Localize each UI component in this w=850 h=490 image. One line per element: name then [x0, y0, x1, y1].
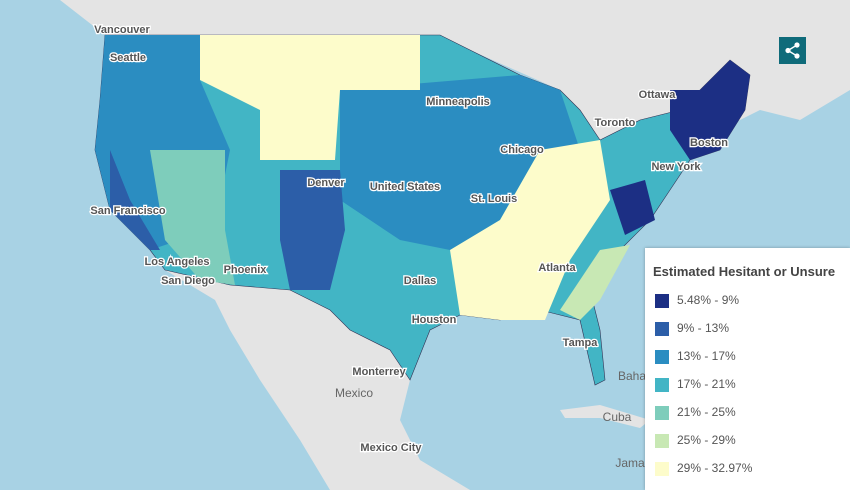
region — [110, 150, 160, 250]
legend-swatch — [655, 405, 669, 420]
legend-label: 25% - 29% — [677, 433, 736, 447]
region — [610, 180, 655, 235]
legend-item: 5.48% - 9% — [655, 292, 739, 308]
legend-label: 13% - 17% — [677, 349, 736, 363]
legend-swatch — [655, 377, 669, 392]
legend-swatch — [655, 349, 669, 364]
city-label: Boston — [690, 137, 728, 149]
country-label: Baha — [618, 369, 646, 383]
country-label: Jama — [615, 456, 645, 470]
city-label: Minneapolis — [426, 96, 490, 108]
legend-item: 21% - 25% — [655, 404, 736, 420]
city-label: Dallas — [404, 275, 436, 287]
city-label: Houston — [412, 314, 457, 326]
legend-item: 17% - 21% — [655, 376, 736, 392]
cuba-land — [560, 405, 650, 428]
legend-title: Estimated Hesitant or Unsure — [653, 264, 836, 279]
region — [340, 75, 580, 250]
city-label: Vancouver — [94, 24, 150, 36]
city-label: St. Louis — [471, 193, 517, 205]
legend-label: 9% - 13% — [677, 321, 730, 335]
legend: Estimated Hesitant or Unsure 5.48% - 9% 9… — [645, 248, 850, 490]
legend-item: 9% - 13% — [655, 320, 729, 336]
city-label: Atlanta — [538, 262, 576, 274]
region — [450, 140, 610, 320]
city-label: United States — [370, 181, 440, 193]
city-label: Ottawa — [639, 89, 677, 101]
legend-item: 25% - 29% — [655, 432, 736, 448]
legend-label: 21% - 25% — [677, 405, 736, 419]
legend-swatch — [655, 461, 669, 476]
city-label: Toronto — [595, 117, 636, 129]
city-label: San Diego — [161, 275, 215, 287]
region — [670, 60, 750, 160]
legend-swatch — [655, 321, 669, 336]
legend-swatch — [655, 433, 669, 448]
region — [280, 170, 345, 290]
city-label: Los Angeles — [145, 256, 210, 268]
region — [150, 150, 235, 285]
share-icon — [785, 42, 800, 59]
city-label: Mexico City — [360, 442, 422, 454]
region — [200, 35, 420, 160]
city-label: Tampa — [563, 337, 599, 349]
share-button[interactable] — [779, 37, 806, 64]
country-label: Cuba — [603, 410, 632, 424]
mexico-land — [165, 270, 470, 490]
legend-label: 17% - 21% — [677, 377, 736, 391]
legend-item: 13% - 17% — [655, 348, 736, 364]
city-label: Denver — [307, 177, 345, 189]
legend-item: 29% - 32.97% — [655, 460, 752, 476]
region — [560, 245, 630, 320]
city-label: New York — [651, 161, 701, 173]
legend-label: 29% - 32.97% — [677, 461, 753, 475]
city-label: Chicago — [500, 144, 544, 156]
city-label: San Francisco — [90, 205, 165, 217]
city-label: Monterrey — [352, 366, 406, 378]
city-label: Phoenix — [224, 264, 268, 276]
city-label: Seattle — [110, 52, 146, 64]
country-label: Mexico — [335, 386, 373, 400]
legend-label: 5.48% - 9% — [677, 293, 740, 307]
legend-swatch — [655, 293, 669, 308]
